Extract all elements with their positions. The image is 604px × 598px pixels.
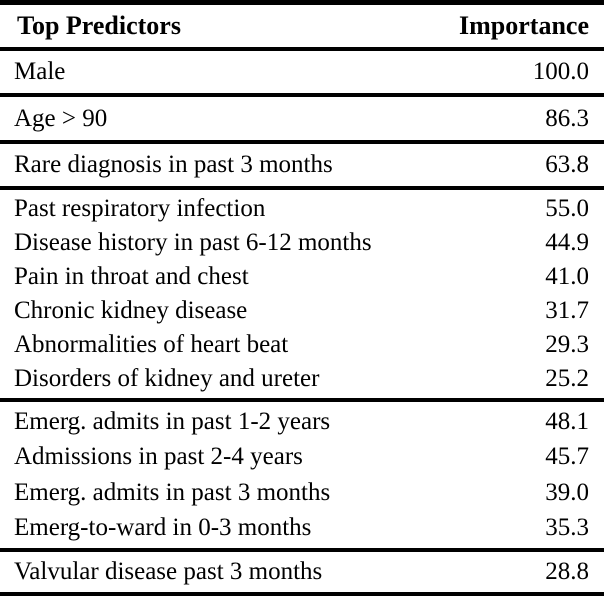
section-rule bbox=[0, 398, 604, 402]
importance-value: 48.1 bbox=[545, 407, 589, 435]
importance-value: 35.3 bbox=[545, 514, 589, 542]
bottom-rule bbox=[0, 592, 604, 596]
table-row: Abnormalities of heart beat 29.3 bbox=[0, 330, 604, 360]
header-rule bbox=[0, 47, 604, 51]
section-male: Male 100.0 bbox=[0, 51, 604, 93]
section-diagnoses-group: Past respiratory infection 55.0 Disease … bbox=[0, 190, 604, 398]
column-header-importance: Importance bbox=[459, 11, 589, 40]
predictor-label: Male bbox=[14, 58, 66, 85]
predictor-label: Rare diagnosis in past 3 months bbox=[14, 151, 333, 178]
table-row: Admissions in past 2-4 years 45.7 bbox=[0, 442, 604, 472]
predictor-label: Past respiratory infection bbox=[14, 195, 266, 222]
importance-value: 86.3 bbox=[545, 104, 589, 132]
table-row: Rare diagnosis in past 3 months 63.8 bbox=[0, 150, 604, 180]
section-rule bbox=[0, 186, 604, 190]
section-rare-diagnosis: Rare diagnosis in past 3 months 63.8 bbox=[0, 144, 604, 186]
section-rule bbox=[0, 93, 604, 97]
importance-value: 44.9 bbox=[545, 229, 589, 256]
importance-value: 45.7 bbox=[545, 443, 589, 471]
column-header-predictors: Top Predictors bbox=[17, 11, 181, 40]
header-row: Top Predictors Importance bbox=[0, 5, 604, 47]
importance-value: 39.0 bbox=[545, 478, 589, 506]
section-admissions-group: Emerg. admits in past 1-2 years 48.1 Adm… bbox=[0, 402, 604, 548]
predictor-label: Abnormalities of heart beat bbox=[14, 331, 289, 358]
predictor-label: Admissions in past 2-4 years bbox=[14, 443, 303, 471]
table-row: Valvular disease past 3 months 28.8 bbox=[0, 557, 604, 587]
importance-value: 31.7 bbox=[545, 297, 589, 324]
importance-value: 28.8 bbox=[545, 558, 589, 585]
importance-value: 29.3 bbox=[545, 331, 589, 358]
predictor-label: Valvular disease past 3 months bbox=[14, 558, 323, 585]
table-row: Disorders of kidney and ureter 25.2 bbox=[0, 364, 604, 394]
predictor-label: Emerg. admits in past 1-2 years bbox=[14, 407, 331, 435]
section-rule bbox=[0, 548, 604, 552]
table-row: Emerg. admits in past 3 months 39.0 bbox=[0, 478, 604, 508]
importance-value: 63.8 bbox=[545, 151, 589, 178]
predictor-label: Emerg. admits in past 3 months bbox=[14, 478, 331, 506]
predictor-label: Emerg-to-ward in 0-3 months bbox=[14, 514, 312, 542]
section-age: Age > 90 86.3 bbox=[0, 97, 604, 140]
table-row: Disease history in past 6-12 months 44.9 bbox=[0, 228, 604, 258]
importance-value: 100.0 bbox=[532, 58, 589, 85]
predictor-label: Age > 90 bbox=[14, 104, 108, 132]
predictor-label: Chronic kidney disease bbox=[14, 297, 248, 324]
importance-value: 41.0 bbox=[545, 263, 589, 290]
importance-value: 55.0 bbox=[545, 195, 589, 222]
importance-value: 25.2 bbox=[545, 365, 589, 392]
section-rule bbox=[0, 140, 604, 144]
table-row: Chronic kidney disease 31.7 bbox=[0, 296, 604, 326]
predictor-label: Disorders of kidney and ureter bbox=[14, 365, 320, 392]
top-rule bbox=[0, 0, 604, 5]
table-row: Pain in throat and chest 41.0 bbox=[0, 262, 604, 292]
section-valvular: Valvular disease past 3 months 28.8 bbox=[0, 552, 604, 592]
table-row: Past respiratory infection 55.0 bbox=[0, 194, 604, 224]
table-row: Age > 90 86.3 bbox=[0, 104, 604, 134]
table-row: Emerg. admits in past 1-2 years 48.1 bbox=[0, 407, 604, 437]
predictor-label: Disease history in past 6-12 months bbox=[14, 229, 372, 256]
table-row: Emerg-to-ward in 0-3 months 35.3 bbox=[0, 513, 604, 543]
predictor-label: Pain in throat and chest bbox=[14, 263, 249, 290]
table-row: Male 100.0 bbox=[0, 57, 604, 87]
